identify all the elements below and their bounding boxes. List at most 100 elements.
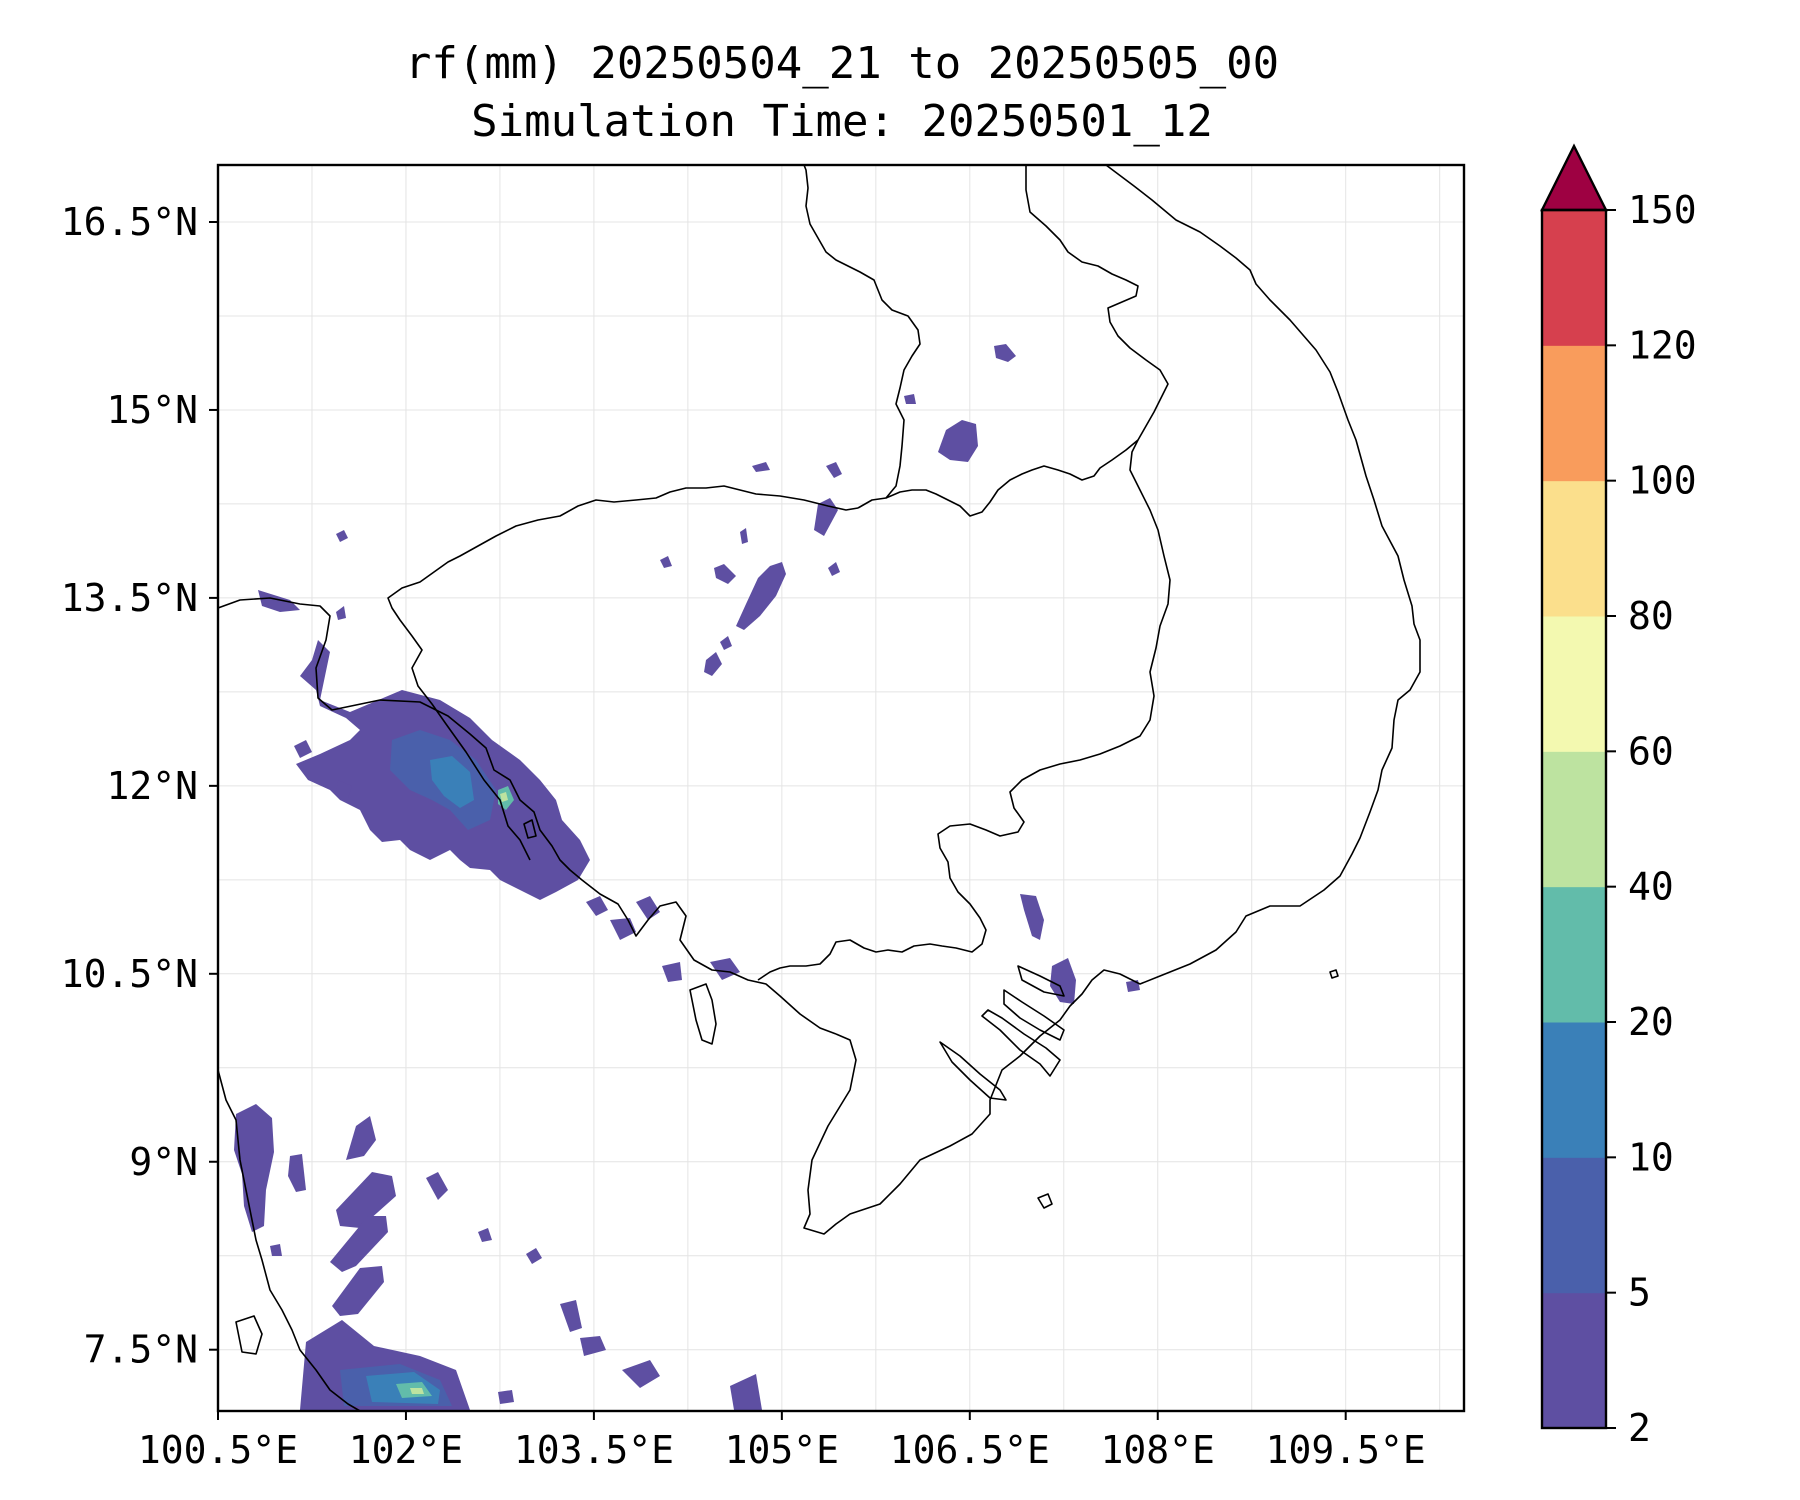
y-tick-label: 12°N <box>106 764 198 808</box>
rain-patch-gulf-east <box>258 590 300 612</box>
colorbar-segment <box>1542 1292 1606 1429</box>
rain-patch-gulf-south <box>234 1104 274 1232</box>
rain-patch-gulf-south <box>270 1244 282 1256</box>
coastline-koh-kong <box>523 819 537 839</box>
rain-patch-highlands <box>904 394 916 404</box>
x-tick-label: 103.5°E <box>514 1428 674 1472</box>
rain-patch-highlands <box>938 420 978 462</box>
colorbar-segment <box>1542 210 1606 346</box>
rain-patch-small <box>294 740 312 758</box>
border-thailand-cambodia <box>387 485 859 861</box>
colorbar-segment <box>1542 616 1606 752</box>
rain-patch-gulf-south <box>730 1374 762 1410</box>
coastline-mekong-arm <box>981 1009 1061 1077</box>
border-cambodia-laos <box>803 165 921 509</box>
y-axis-ticks: 16.5°N 15°N 13.5°N 12°N 10.5°N 9°N 7.5°N <box>61 200 218 1372</box>
colorbar-segment <box>1542 1022 1606 1158</box>
y-tick-label: 16.5°N <box>61 200 198 244</box>
rain-patch-cambodia <box>740 528 748 544</box>
rain-patch-small <box>662 962 682 982</box>
colorbar-tick-label: 60 <box>1628 729 1674 773</box>
rain-patch-small <box>586 896 608 916</box>
y-tick-label: 7.5°N <box>84 1328 198 1372</box>
border-cambodia-vietnam <box>757 439 1171 981</box>
coastline-mekong-arm <box>1003 989 1065 1041</box>
coastline-mekong-arm <box>939 1041 1007 1101</box>
rain-patch-gulf-south <box>580 1336 606 1356</box>
colorbar: 2 5 10 20 40 60 80 100 120 150 <box>1540 143 1697 1450</box>
x-tick-label: 108°E <box>1101 1428 1215 1472</box>
coastline-islet <box>1329 969 1339 979</box>
x-tick-label: 109.5°E <box>1266 1428 1426 1472</box>
rain-patch-cambodia <box>714 564 736 584</box>
gridlines <box>218 165 1464 1411</box>
coastline-mekong-arm <box>1017 965 1065 997</box>
rain-patch-gulf-south <box>622 1360 660 1388</box>
y-tick-label: 15°N <box>106 388 198 432</box>
colorbar-tick-label: 10 <box>1628 1135 1674 1179</box>
rain-patch-small <box>336 606 346 620</box>
rain-patch-gulf-south <box>498 1390 514 1404</box>
rain-patch-gulf-east-60mm <box>500 792 508 802</box>
colorbar-tick-label: 40 <box>1628 865 1674 909</box>
plot-frame <box>216 163 1466 1413</box>
colorbar-segment <box>1542 1157 1606 1294</box>
x-tick-label: 100.5°E <box>138 1428 298 1472</box>
rain-patch-gulf-south <box>330 1216 388 1272</box>
coastlines <box>218 165 1421 1411</box>
y-tick-label: 13.5°N <box>61 576 198 620</box>
rain-patch-gulf-south <box>288 1154 306 1192</box>
rain-patch-gulf-south-60mm <box>410 1388 424 1394</box>
colorbar-tick-label: 2 <box>1628 1406 1651 1450</box>
y-tick-label: 10.5°N <box>61 952 198 996</box>
x-tick-label: 102°E <box>349 1428 463 1472</box>
rain-patch-gulf-south <box>336 1172 396 1228</box>
coastline-thailand-east <box>218 597 837 1035</box>
rain-patch-cambodia <box>704 652 722 676</box>
coastline-gulf-west-islet <box>235 1315 263 1355</box>
coastline-vietnam-south <box>803 165 1421 1235</box>
x-axis-ticks: 100.5°E 102°E 103.5°E 105°E 106.5°E 108°E 109.… <box>138 1411 1426 1472</box>
colorbar-segment <box>1542 751 1606 888</box>
rain-patch-thailand <box>336 530 348 542</box>
rain-patch-cambodia <box>660 556 672 568</box>
rain-patch-cambodia <box>828 562 840 576</box>
colorbar-tick-label: 120 <box>1628 323 1697 367</box>
coastline-gulf-west <box>218 1069 361 1411</box>
rain-patch-gulf-east-20mm <box>430 756 474 808</box>
rain-patch-highlands <box>1020 894 1044 940</box>
map-title-line2: Simulation Time: 20250501_12 <box>471 96 1213 147</box>
colorbar-segment <box>1542 886 1606 1023</box>
rain-patch-cambodia <box>720 636 732 650</box>
rain-patch-small <box>710 958 740 980</box>
colorbar-tick-label: 5 <box>1628 1271 1651 1315</box>
rain-patch-gulf-south <box>346 1116 376 1160</box>
colorbar-tick-label: 80 <box>1628 594 1674 638</box>
colorbar-frame <box>1540 208 1608 1430</box>
rain-patch-mekong <box>1126 980 1140 992</box>
rain-patch-gulf-south <box>332 1266 384 1316</box>
coastline-phu-quoc <box>689 983 717 1045</box>
colorbar-segment <box>1542 480 1606 617</box>
rain-patch-gulf-south <box>478 1228 492 1242</box>
colorbar-extend-arrow <box>1540 143 1608 212</box>
rain-patch-cambodia <box>752 462 770 472</box>
rain-patch-cambodia <box>736 562 786 630</box>
x-tick-label: 105°E <box>725 1428 839 1472</box>
colorbar-segment <box>1542 345 1606 482</box>
country-borders <box>387 165 1171 981</box>
colorbar-tick-label: 100 <box>1628 459 1697 503</box>
coastline-con-dao <box>1037 1193 1053 1209</box>
rain-patch-highlands <box>994 344 1016 362</box>
colorbar-tick-label: 20 <box>1628 1000 1674 1044</box>
y-tick-label: 9°N <box>129 1140 198 1184</box>
rain-patch-gulf-south <box>526 1248 542 1264</box>
rain-patch-small <box>336 780 352 798</box>
rain-patch-mekong <box>1050 958 1076 1004</box>
border-laos-vietnam <box>885 165 1169 517</box>
x-tick-label: 106.5°E <box>890 1428 1050 1472</box>
colorbar-tick-label: 150 <box>1628 188 1697 232</box>
rain-patch-gulf-south <box>426 1172 448 1200</box>
rain-patch-cambodia <box>826 462 842 478</box>
